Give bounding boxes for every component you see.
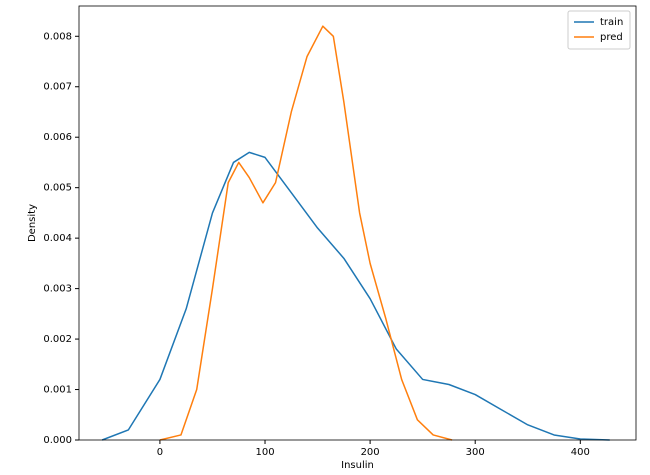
x-axis-label: Insulin <box>341 460 374 471</box>
y-tick-label: 0.005 <box>43 183 72 194</box>
line-series <box>159 25 453 441</box>
y-tick-label: 0.000 <box>43 435 72 446</box>
x-tick-label: 100 <box>255 447 274 458</box>
line-series <box>101 151 610 441</box>
y-tick-label: 0.002 <box>43 334 72 345</box>
y-tick-label: 0.008 <box>43 31 72 42</box>
y-tick-label: 0.007 <box>43 82 72 93</box>
y-tick-label: 0.001 <box>43 385 72 396</box>
y-axis-label: Density <box>27 204 38 242</box>
y-tick-label: 0.004 <box>43 233 72 244</box>
legend-box <box>567 10 631 50</box>
x-tick-label: 400 <box>571 447 590 458</box>
x-tick-label: 200 <box>361 447 380 458</box>
y-tick-label: 0.003 <box>43 284 72 295</box>
plot-frame <box>78 5 637 441</box>
y-tick-label: 0.006 <box>43 132 72 143</box>
x-tick-label: 300 <box>466 447 485 458</box>
x-tick-label: 0 <box>157 447 163 458</box>
legend-label: pred <box>600 32 623 43</box>
legend-label: train <box>600 17 623 28</box>
legend: train pred <box>567 10 631 50</box>
